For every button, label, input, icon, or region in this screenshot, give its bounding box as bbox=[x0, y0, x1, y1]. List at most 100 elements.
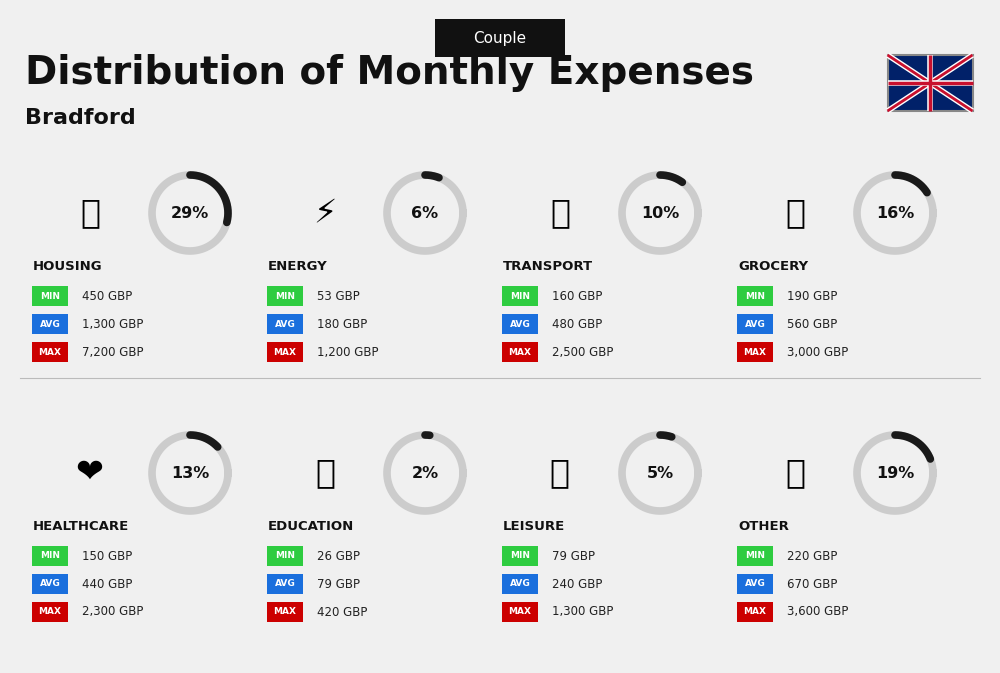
Text: 26 GBP: 26 GBP bbox=[317, 549, 360, 563]
FancyBboxPatch shape bbox=[502, 574, 538, 594]
Text: MIN: MIN bbox=[40, 291, 60, 301]
Text: GROCERY: GROCERY bbox=[738, 260, 808, 273]
Text: MIN: MIN bbox=[510, 551, 530, 561]
Text: EDUCATION: EDUCATION bbox=[268, 520, 354, 532]
Text: 2,300 GBP: 2,300 GBP bbox=[82, 606, 143, 618]
FancyBboxPatch shape bbox=[502, 602, 538, 622]
Text: MAX: MAX bbox=[508, 347, 531, 357]
Text: 🛍️: 🛍️ bbox=[550, 456, 570, 489]
Text: 🎓: 🎓 bbox=[315, 456, 335, 489]
Text: 16%: 16% bbox=[876, 205, 914, 221]
Text: MIN: MIN bbox=[745, 551, 765, 561]
FancyBboxPatch shape bbox=[267, 343, 303, 362]
Text: Couple: Couple bbox=[473, 30, 527, 46]
Text: 6%: 6% bbox=[411, 205, 439, 221]
Text: Bradford: Bradford bbox=[25, 108, 136, 128]
Text: ⚡: ⚡ bbox=[313, 197, 337, 229]
Text: HOUSING: HOUSING bbox=[33, 260, 103, 273]
Text: 5%: 5% bbox=[646, 466, 674, 481]
Text: MAX: MAX bbox=[744, 608, 767, 616]
Text: 🚌: 🚌 bbox=[550, 197, 570, 229]
Text: 150 GBP: 150 GBP bbox=[82, 549, 132, 563]
FancyBboxPatch shape bbox=[267, 574, 303, 594]
FancyBboxPatch shape bbox=[32, 574, 68, 594]
Text: 480 GBP: 480 GBP bbox=[552, 318, 602, 330]
FancyBboxPatch shape bbox=[502, 314, 538, 334]
Text: 3,000 GBP: 3,000 GBP bbox=[787, 345, 848, 359]
Text: MAX: MAX bbox=[274, 347, 296, 357]
FancyBboxPatch shape bbox=[737, 574, 773, 594]
Text: ❤️: ❤️ bbox=[76, 456, 104, 489]
Text: 53 GBP: 53 GBP bbox=[317, 289, 360, 302]
FancyBboxPatch shape bbox=[737, 546, 773, 566]
Text: 1,300 GBP: 1,300 GBP bbox=[82, 318, 143, 330]
Text: 220 GBP: 220 GBP bbox=[787, 549, 837, 563]
Text: MAX: MAX bbox=[508, 608, 531, 616]
FancyBboxPatch shape bbox=[32, 546, 68, 566]
FancyBboxPatch shape bbox=[737, 314, 773, 334]
FancyBboxPatch shape bbox=[32, 343, 68, 362]
Text: HEALTHCARE: HEALTHCARE bbox=[33, 520, 129, 532]
Text: 2%: 2% bbox=[411, 466, 439, 481]
Text: 13%: 13% bbox=[171, 466, 209, 481]
Text: 670 GBP: 670 GBP bbox=[787, 577, 837, 590]
Text: 440 GBP: 440 GBP bbox=[82, 577, 132, 590]
FancyBboxPatch shape bbox=[737, 286, 773, 306]
FancyBboxPatch shape bbox=[502, 286, 538, 306]
Text: OTHER: OTHER bbox=[738, 520, 789, 532]
Text: AVG: AVG bbox=[745, 320, 765, 328]
FancyBboxPatch shape bbox=[267, 546, 303, 566]
Text: 🛒: 🛒 bbox=[785, 197, 805, 229]
Text: MIN: MIN bbox=[510, 291, 530, 301]
Text: 1,300 GBP: 1,300 GBP bbox=[552, 606, 613, 618]
Text: 160 GBP: 160 GBP bbox=[552, 289, 602, 302]
FancyBboxPatch shape bbox=[502, 546, 538, 566]
Text: 2,500 GBP: 2,500 GBP bbox=[552, 345, 613, 359]
Text: 🏢: 🏢 bbox=[80, 197, 100, 229]
Text: MAX: MAX bbox=[274, 608, 296, 616]
Text: TRANSPORT: TRANSPORT bbox=[503, 260, 593, 273]
Text: AVG: AVG bbox=[275, 320, 295, 328]
Text: AVG: AVG bbox=[510, 579, 530, 588]
Text: MAX: MAX bbox=[38, 608, 62, 616]
FancyBboxPatch shape bbox=[267, 286, 303, 306]
FancyBboxPatch shape bbox=[32, 602, 68, 622]
FancyBboxPatch shape bbox=[435, 19, 565, 57]
Text: 1,200 GBP: 1,200 GBP bbox=[317, 345, 378, 359]
FancyBboxPatch shape bbox=[502, 343, 538, 362]
Text: 10%: 10% bbox=[641, 205, 679, 221]
Text: AVG: AVG bbox=[510, 320, 530, 328]
FancyBboxPatch shape bbox=[737, 602, 773, 622]
Text: 450 GBP: 450 GBP bbox=[82, 289, 132, 302]
FancyBboxPatch shape bbox=[32, 286, 68, 306]
Text: 79 GBP: 79 GBP bbox=[552, 549, 595, 563]
Text: 29%: 29% bbox=[171, 205, 209, 221]
FancyBboxPatch shape bbox=[32, 314, 68, 334]
Text: 7,200 GBP: 7,200 GBP bbox=[82, 345, 144, 359]
Text: AVG: AVG bbox=[745, 579, 765, 588]
Text: MAX: MAX bbox=[38, 347, 62, 357]
Text: AVG: AVG bbox=[40, 320, 60, 328]
Text: MIN: MIN bbox=[275, 551, 295, 561]
Text: 79 GBP: 79 GBP bbox=[317, 577, 360, 590]
Text: LEISURE: LEISURE bbox=[503, 520, 565, 532]
Text: 420 GBP: 420 GBP bbox=[317, 606, 367, 618]
Text: AVG: AVG bbox=[40, 579, 60, 588]
Text: MIN: MIN bbox=[745, 291, 765, 301]
Text: MIN: MIN bbox=[275, 291, 295, 301]
Text: 19%: 19% bbox=[876, 466, 914, 481]
Text: 3,600 GBP: 3,600 GBP bbox=[787, 606, 848, 618]
Text: 240 GBP: 240 GBP bbox=[552, 577, 602, 590]
FancyBboxPatch shape bbox=[267, 314, 303, 334]
Text: Distribution of Monthly Expenses: Distribution of Monthly Expenses bbox=[25, 54, 754, 92]
FancyBboxPatch shape bbox=[888, 55, 972, 111]
FancyBboxPatch shape bbox=[267, 602, 303, 622]
Text: MIN: MIN bbox=[40, 551, 60, 561]
Text: 180 GBP: 180 GBP bbox=[317, 318, 367, 330]
Text: 190 GBP: 190 GBP bbox=[787, 289, 837, 302]
Text: 👛: 👛 bbox=[785, 456, 805, 489]
FancyBboxPatch shape bbox=[737, 343, 773, 362]
Text: 560 GBP: 560 GBP bbox=[787, 318, 837, 330]
Text: MAX: MAX bbox=[744, 347, 767, 357]
Text: AVG: AVG bbox=[275, 579, 295, 588]
